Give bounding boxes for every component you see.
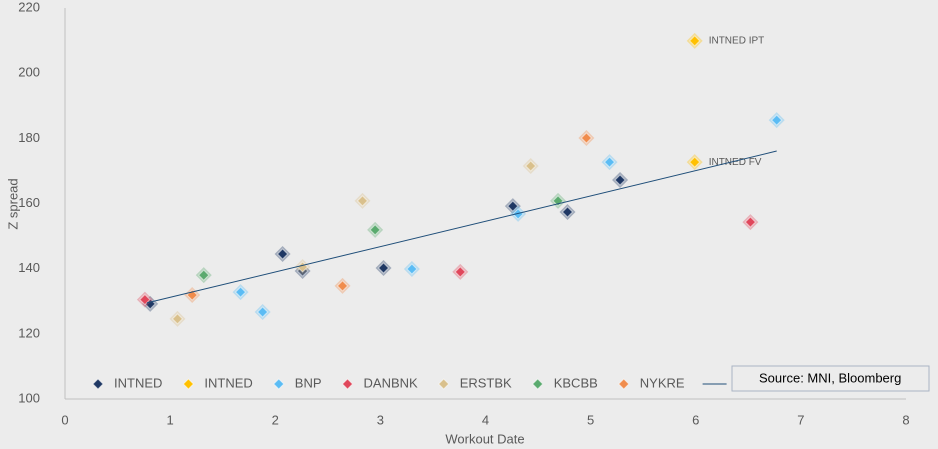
- point: [369, 224, 381, 236]
- y-tick-label: 200: [18, 65, 40, 80]
- point: [524, 160, 537, 172]
- point: [198, 269, 210, 281]
- point: [234, 286, 247, 298]
- point: [688, 156, 701, 168]
- y-axis-title: Z spread: [5, 178, 20, 229]
- legend-label: DANBNK: [364, 375, 419, 390]
- point: [744, 216, 757, 228]
- legend-marker: [92, 378, 104, 390]
- legend-marker: [341, 378, 354, 390]
- point: [454, 266, 466, 278]
- point: [507, 200, 519, 212]
- y-tick-label: 220: [18, 0, 40, 14]
- x-tick-label: 8: [902, 412, 909, 427]
- point: [603, 156, 616, 168]
- y-tick-label: 160: [18, 195, 40, 210]
- point: [171, 313, 184, 325]
- legend-label: BNP: [295, 375, 322, 390]
- trend-line: [146, 150, 777, 304]
- legend-label: NYKRE: [640, 375, 685, 390]
- point: [614, 174, 626, 186]
- y-tick-label: 180: [18, 130, 40, 145]
- point: [256, 306, 269, 318]
- x-tick-label: 6: [692, 412, 699, 427]
- point: [561, 206, 574, 218]
- legend-marker: [532, 378, 544, 390]
- legend-marker: [273, 378, 285, 390]
- x-tick-label: 3: [377, 412, 384, 427]
- legend-label: INTNED: [114, 375, 162, 390]
- point: [580, 132, 593, 144]
- point: [356, 195, 369, 207]
- point: [276, 248, 289, 260]
- source-text: Source: MNI, Bloomberg: [759, 370, 901, 385]
- legend-label: INTNED: [204, 375, 252, 390]
- point: [770, 114, 783, 126]
- x-axis-title: Workout Date: [445, 431, 524, 446]
- point: [688, 35, 701, 47]
- legend-label: ERSTBK: [460, 375, 512, 390]
- x-tick-label: 1: [167, 412, 174, 427]
- point-label: INTNED FV: [709, 157, 762, 168]
- point: [336, 280, 349, 292]
- y-tick-label: 120: [18, 325, 40, 340]
- x-tick-label: 7: [797, 412, 804, 427]
- x-tick-label: 4: [482, 412, 489, 427]
- legend-marker: [618, 378, 630, 390]
- y-tick-label: 100: [18, 390, 40, 405]
- y-tick-label: 140: [18, 260, 40, 275]
- x-tick-label: 2: [272, 412, 279, 427]
- point: [406, 263, 418, 275]
- point: [377, 262, 390, 274]
- source-box: [731, 365, 930, 392]
- point: [139, 293, 151, 306]
- point-label: INTNED IPT: [709, 36, 765, 47]
- x-tick-label: 0: [61, 412, 68, 427]
- x-tick-label: 5: [587, 412, 594, 427]
- point: [186, 289, 198, 301]
- legend-label: KBCBB: [554, 375, 598, 390]
- legend-marker: [182, 378, 195, 390]
- legend-marker: [437, 378, 450, 390]
